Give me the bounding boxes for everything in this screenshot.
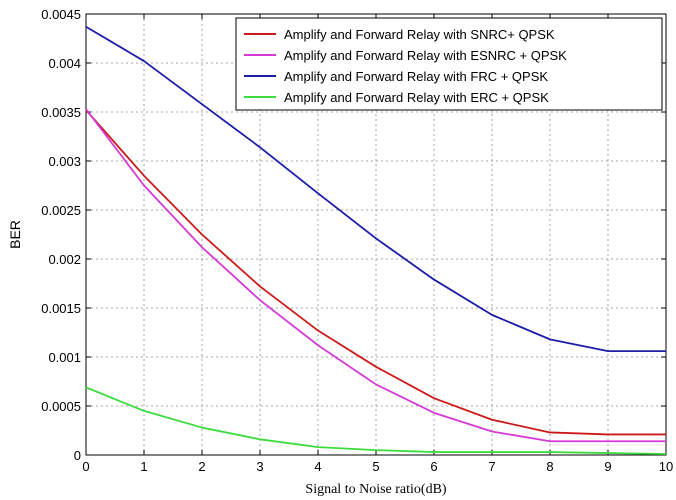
x-tick-label: 0 [82,459,89,474]
y-axis-title: BER [7,220,23,249]
y-tick-label: 0.0035 [41,105,81,120]
x-tick-label: 1 [140,459,147,474]
x-tick-label: 2 [198,459,205,474]
series-layer [85,25,667,455]
axis-ticks: 0 1 2 3 4 5 6 7 8 9 10 0 0.0005 0.001 0.0015 0.002 0.002… [41,7,673,474]
x-tick-label: 8 [546,459,553,474]
x-axis-title: Signal to Noise ratio(dB) [305,482,446,497]
x-tick-label: 4 [314,459,321,474]
x-tick-label: 10 [659,459,673,474]
x-tick-label: 6 [430,459,437,474]
grid-lines [86,14,666,455]
y-tick-label: 0.003 [48,154,81,169]
y-tick-label: 0.0005 [41,399,81,414]
x-tick-label: 5 [372,459,379,474]
legend-entry: Amplify and Forward Relay with ESNRC + Q… [284,48,567,63]
legend-entry: Amplify and Forward Relay with ERC + QPS… [284,90,549,105]
legend-entry: Amplify and Forward Relay with SNRC+ QPS… [284,27,555,42]
y-tick-label: 0 [74,448,81,463]
y-tick-label: 0.0045 [41,7,81,22]
x-tick-label: 7 [488,459,495,474]
y-tick-label: 0.004 [48,56,81,71]
legend-box [235,17,663,111]
series-line-3 [85,25,666,353]
y-tick-label: 0.0015 [41,301,81,316]
y-tick-label: 0.0025 [41,203,81,218]
x-tick-label: 3 [256,459,263,474]
series-line-4 [85,386,667,455]
y-tick-label: 0.002 [48,252,81,267]
series-line-1 [85,109,666,436]
x-tick-label: 9 [604,459,611,474]
legend: Amplify and Forward Relay with SNRC+ QPS… [235,17,663,111]
legend-entry: Amplify and Forward Relay with FRC + QPS… [284,69,548,84]
y-tick-label: 0.001 [48,350,81,365]
series-line-2 [85,108,666,443]
